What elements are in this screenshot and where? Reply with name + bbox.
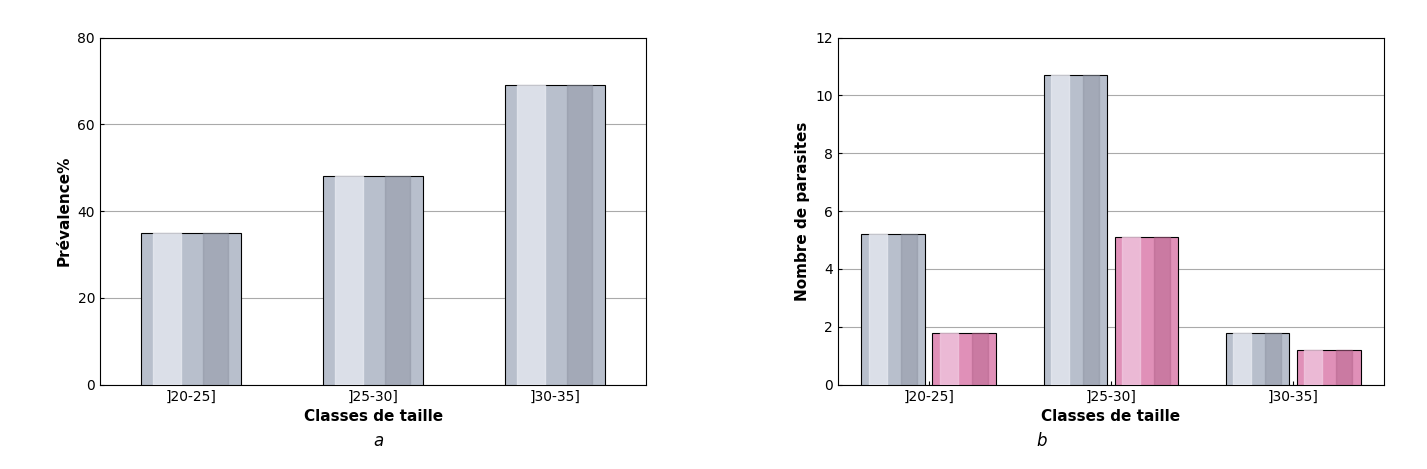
- Bar: [335, 176, 362, 385]
- Bar: [1226, 333, 1290, 385]
- Bar: [517, 85, 545, 385]
- Bar: [940, 333, 958, 385]
- Bar: [203, 233, 228, 385]
- Bar: [1052, 75, 1069, 385]
- X-axis label: Classes de taille: Classes de taille: [1042, 409, 1180, 424]
- Bar: [1336, 350, 1353, 385]
- Bar: [1114, 237, 1179, 385]
- Bar: [1304, 350, 1323, 385]
- Bar: [1297, 350, 1360, 385]
- Bar: [1233, 333, 1251, 385]
- Y-axis label: Prévalence%: Prévalence%: [57, 156, 71, 266]
- Bar: [153, 233, 181, 385]
- X-axis label: Classes de taille: Classes de taille: [304, 409, 442, 424]
- Bar: [141, 233, 241, 385]
- Bar: [1083, 75, 1099, 385]
- Bar: [972, 333, 987, 385]
- Bar: [1043, 75, 1107, 385]
- Bar: [900, 234, 916, 385]
- Bar: [505, 85, 605, 385]
- Text: b: b: [1036, 432, 1047, 450]
- Text: a: a: [372, 432, 384, 450]
- Bar: [1266, 333, 1281, 385]
- Y-axis label: Nombre de parasites: Nombre de parasites: [795, 121, 809, 301]
- Bar: [869, 234, 886, 385]
- Bar: [1154, 237, 1170, 385]
- Bar: [385, 176, 410, 385]
- Bar: [1122, 237, 1140, 385]
- Bar: [862, 234, 925, 385]
- Bar: [323, 176, 424, 385]
- Bar: [932, 333, 996, 385]
- Bar: [568, 85, 592, 385]
